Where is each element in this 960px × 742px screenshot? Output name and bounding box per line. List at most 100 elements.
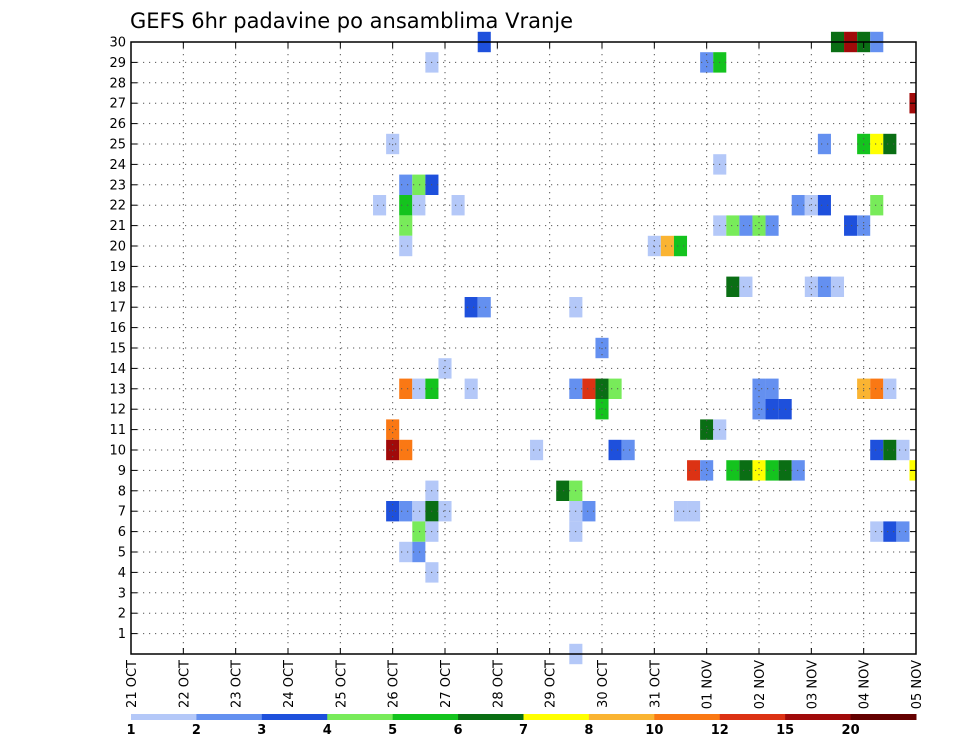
y-tick-label: 19 bbox=[109, 260, 126, 275]
precip-cell bbox=[412, 378, 426, 399]
precip-cell bbox=[399, 439, 413, 461]
legend-label: 4 bbox=[323, 723, 332, 738]
y-tick-label: 27 bbox=[109, 97, 126, 112]
x-tick-label: 26 OCT bbox=[387, 660, 402, 708]
precip-cell bbox=[752, 460, 766, 481]
precip-cell bbox=[817, 195, 831, 216]
precip-cell bbox=[595, 378, 609, 399]
precip-cell bbox=[660, 235, 674, 257]
precip-cell bbox=[399, 541, 413, 563]
x-tick-label: 05 NOV bbox=[910, 660, 925, 709]
x-tick-label: 29 OCT bbox=[544, 660, 559, 708]
y-tick-label: 12 bbox=[109, 403, 126, 418]
grid-lines bbox=[131, 42, 916, 654]
legend-label: 6 bbox=[454, 723, 463, 738]
x-tick-label: 25 OCT bbox=[334, 660, 349, 708]
precip-cell bbox=[399, 235, 413, 257]
precip-cell bbox=[817, 133, 831, 155]
precip-cell bbox=[412, 195, 426, 216]
y-tick-label: 6 bbox=[118, 525, 126, 540]
y-tick-label: 29 bbox=[109, 56, 126, 71]
precip-cell bbox=[752, 378, 766, 399]
x-tick-label: 01 NOV bbox=[701, 660, 716, 709]
y-tick-label: 26 bbox=[109, 117, 126, 132]
precip-cell bbox=[673, 235, 688, 257]
precip-cell bbox=[791, 460, 805, 481]
precip-cell bbox=[556, 480, 570, 501]
precip-cell bbox=[752, 215, 766, 236]
x-tick-label: 27 OCT bbox=[439, 660, 454, 708]
legend-label: 2 bbox=[192, 723, 201, 738]
precip-cell bbox=[530, 439, 544, 461]
precip-cell bbox=[373, 195, 387, 216]
precip-cell bbox=[608, 439, 622, 461]
legend-label: 15 bbox=[776, 723, 794, 738]
precip-cell bbox=[883, 133, 897, 155]
precip-cell bbox=[673, 501, 688, 522]
legend-label: 7 bbox=[519, 723, 528, 738]
legend-label: 10 bbox=[645, 723, 663, 738]
legend-swatch bbox=[458, 714, 524, 720]
precip-cell bbox=[700, 460, 714, 481]
precip-cell bbox=[700, 52, 714, 73]
y-tick-label: 20 bbox=[109, 240, 126, 255]
precip-cell bbox=[830, 276, 845, 297]
x-tick-label: 22 OCT bbox=[177, 660, 192, 708]
precip-cell bbox=[791, 195, 805, 216]
x-tick-label: 30 OCT bbox=[596, 660, 611, 708]
x-tick-label: 04 NOV bbox=[858, 660, 873, 709]
y-tick-label: 5 bbox=[118, 546, 126, 561]
precip-cell bbox=[412, 174, 426, 195]
precip-cell bbox=[739, 215, 753, 236]
precip-cell bbox=[896, 439, 910, 461]
y-tick-label: 3 bbox=[118, 586, 126, 601]
precip-cell bbox=[883, 378, 897, 399]
y-tick-label: 2 bbox=[118, 607, 126, 622]
y-tick-label: 11 bbox=[109, 423, 126, 438]
precip-cell bbox=[687, 501, 701, 522]
precip-cell bbox=[399, 378, 413, 399]
precip-cell bbox=[896, 521, 910, 542]
chart-title: GEFS 6hr padavine po ansamblima Vranje bbox=[130, 9, 573, 33]
precip-cell bbox=[870, 378, 884, 399]
precip-cell bbox=[647, 235, 661, 257]
legend-label: 3 bbox=[257, 723, 266, 738]
y-tick-label: 10 bbox=[109, 444, 126, 459]
precip-cell bbox=[464, 297, 478, 318]
precip-cell bbox=[870, 133, 884, 155]
y-tick-label: 17 bbox=[109, 301, 126, 316]
x-tick-label: 03 NOV bbox=[805, 660, 820, 709]
precip-cell bbox=[399, 501, 413, 522]
y-tick-label: 22 bbox=[109, 199, 126, 214]
precip-cell bbox=[870, 521, 884, 542]
precip-cell bbox=[726, 215, 740, 236]
legend-swatch bbox=[196, 714, 263, 720]
precip-cell bbox=[386, 439, 400, 461]
precip-cell bbox=[739, 276, 753, 297]
precip-cell bbox=[687, 460, 701, 481]
x-tick-label: 23 OCT bbox=[230, 660, 245, 708]
y-tick-label: 7 bbox=[118, 505, 126, 520]
legend-swatch bbox=[131, 714, 197, 720]
y-tick-label: 16 bbox=[109, 321, 126, 336]
precip-cell bbox=[451, 195, 465, 216]
precip-cell bbox=[621, 439, 635, 461]
legend-swatch bbox=[588, 714, 655, 720]
precip-cell bbox=[765, 399, 779, 420]
legend-label: 1 bbox=[126, 723, 135, 738]
precip-cell bbox=[477, 297, 491, 318]
precip-cells bbox=[373, 31, 916, 665]
legend-label: 5 bbox=[388, 723, 397, 738]
precip-cell bbox=[582, 378, 596, 399]
x-tick-label: 31 OCT bbox=[648, 660, 663, 708]
y-tick-label: 4 bbox=[118, 566, 126, 581]
precip-cell bbox=[739, 460, 753, 481]
precip-cell bbox=[399, 195, 413, 216]
precip-cell bbox=[412, 501, 426, 522]
y-tick-label: 30 bbox=[109, 36, 126, 51]
precip-cell bbox=[817, 276, 831, 297]
precip-cell bbox=[399, 174, 413, 195]
precip-cell bbox=[399, 215, 413, 236]
precip-cell bbox=[765, 460, 779, 481]
